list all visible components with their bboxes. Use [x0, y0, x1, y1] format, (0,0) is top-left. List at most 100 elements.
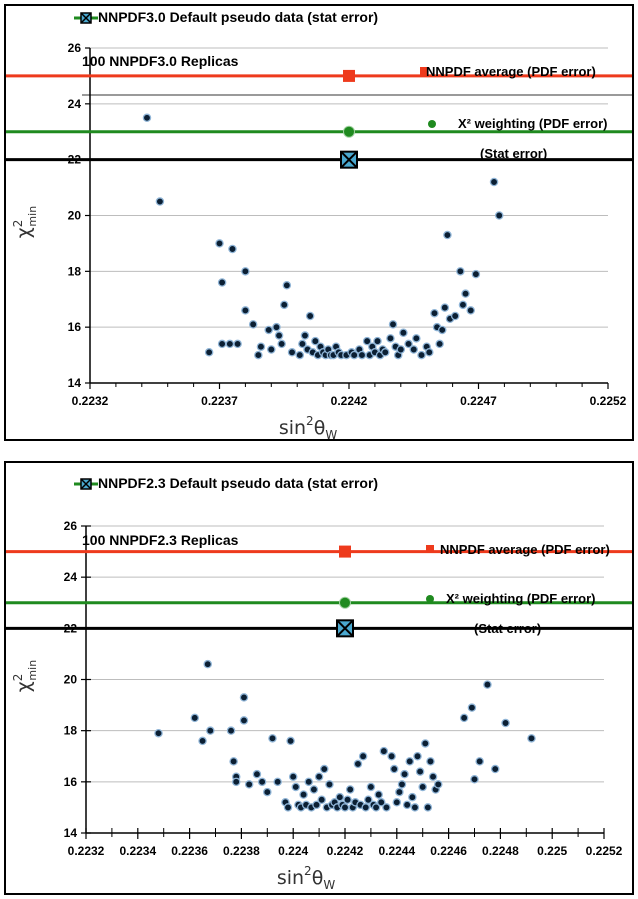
replica-point-54	[388, 320, 398, 329]
replica-point-84	[527, 734, 536, 743]
y-tick-label-18: 18	[68, 264, 82, 278]
replica-point-19	[277, 339, 286, 349]
replica-point-6	[217, 339, 227, 349]
replica-point-39	[335, 792, 345, 802]
replica-point-50	[364, 795, 373, 804]
replica-point-7	[225, 339, 235, 349]
replica-point-77	[471, 269, 481, 279]
replica-point-6	[226, 726, 236, 735]
replica-point-49	[361, 803, 370, 812]
replica-point-21	[282, 281, 292, 290]
y-tick-label-26: 26	[64, 519, 78, 533]
replica-point-62	[397, 780, 407, 789]
y-tick-label-20: 20	[68, 209, 82, 223]
chart-title: NNPDF2.3 Default pseudo data (stat error…	[98, 475, 378, 491]
replica-point-73	[426, 757, 435, 766]
replica-point-43	[345, 785, 355, 794]
y-tick-label-24: 24	[64, 570, 78, 584]
replica-point-70	[418, 782, 427, 792]
replica-point-82	[490, 764, 500, 774]
replica-point-3	[198, 736, 207, 746]
replica-point-78	[489, 177, 499, 187]
replica-point-58	[387, 751, 396, 761]
replica-point-31	[314, 772, 324, 781]
replica-point-15	[264, 325, 273, 335]
replica-point-41	[340, 803, 350, 812]
errorbar-crossbox-x2	[340, 150, 358, 169]
replica-point-15	[263, 787, 272, 797]
replica-point-57	[382, 803, 391, 812]
x-tick-label-0.2244: 0.2244	[378, 844, 415, 858]
y-tick-label-24: 24	[68, 97, 82, 111]
replica-point-12	[248, 320, 258, 329]
replica-point-45	[362, 336, 372, 346]
errorbar-crossbox-x2	[336, 619, 354, 638]
annotation-label-3: (Stat error)	[480, 146, 547, 161]
replica-point-60	[392, 798, 402, 807]
replica-point-61	[412, 334, 421, 343]
replica-point-11	[239, 716, 249, 725]
replica-point-51	[366, 782, 376, 792]
legend-marker-x2	[80, 478, 92, 490]
replica-point-57	[396, 345, 406, 354]
x-axis-label: sin2θW	[279, 414, 338, 439]
replica-point-24	[298, 339, 307, 349]
annotation-label-3: (Stat error)	[474, 621, 541, 636]
replica-point-69	[415, 767, 425, 776]
replica-point-32	[317, 795, 326, 804]
replica-point-9	[233, 339, 242, 349]
annotation-label-2: Χ² weighting (PDF error)	[458, 116, 608, 131]
x-tick-label-0.2252: 0.2252	[586, 844, 623, 858]
replica-point-63	[400, 769, 409, 779]
x-tick-label-0.2242: 0.2242	[327, 844, 364, 858]
errorbar-circle-marker	[343, 125, 355, 138]
replica-point-66	[408, 792, 417, 802]
x-tick-label-0.224: 0.224	[278, 844, 308, 858]
replica-point-8	[228, 244, 237, 254]
replica-point-20	[286, 736, 295, 746]
replica-point-74	[458, 300, 468, 310]
replica-point-53	[371, 803, 381, 812]
replica-point-14	[257, 777, 267, 787]
replica-point-79	[470, 775, 479, 784]
replica-point-16	[267, 345, 276, 354]
replica-point-53	[386, 334, 395, 343]
annotation-circle-icon	[428, 120, 436, 128]
replica-point-81	[483, 680, 492, 689]
replica-point-54	[374, 790, 383, 799]
x-tick-label-0.2247: 0.2247	[460, 394, 497, 408]
replica-point-1	[142, 113, 152, 123]
replica-point-59	[404, 339, 413, 349]
replica-point-4	[203, 659, 212, 669]
replica-point-5	[206, 726, 215, 735]
replica-point-58	[399, 328, 408, 337]
replica-point-76	[466, 306, 475, 315]
replica-point-12	[244, 780, 254, 789]
chart-subtitle: 100 NNPDF3.0 Replicas	[82, 53, 239, 69]
replica-point-72	[423, 803, 433, 812]
replica-point-44	[357, 350, 367, 360]
replica-point-27	[304, 777, 313, 787]
annotation-circle-icon	[426, 595, 434, 603]
legend-marker-x2	[80, 12, 92, 24]
replica-point-22	[287, 348, 297, 357]
replica-point-13	[252, 769, 262, 779]
replica-point-46	[353, 759, 363, 769]
replica-point-67	[410, 803, 420, 812]
y-tick-label-16: 16	[68, 320, 82, 334]
annotation-square-icon	[420, 67, 428, 75]
replica-point-2	[155, 197, 165, 206]
replica-point-27	[305, 311, 315, 321]
replica-point-64	[402, 800, 412, 810]
y-tick-label-16: 16	[64, 775, 78, 789]
x-tick-label-0.2232: 0.2232	[68, 844, 105, 858]
errorbar-square-marker	[343, 69, 355, 82]
chart-subtitle: 100 NNPDF2.3 Replicas	[82, 532, 239, 548]
replica-point-79	[494, 211, 504, 220]
replica-point-17	[273, 777, 282, 787]
replica-point-64	[425, 348, 434, 357]
replica-point-76	[433, 780, 443, 789]
y-axis-label: χ2min	[11, 206, 39, 238]
